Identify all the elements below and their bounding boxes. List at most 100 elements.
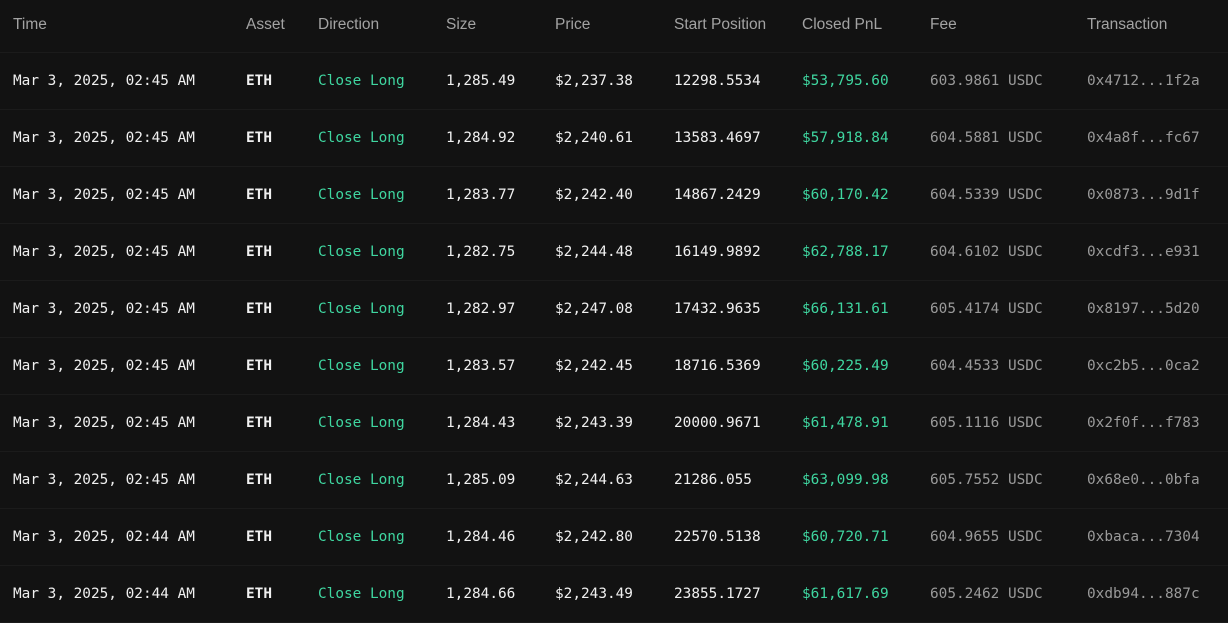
transaction-link[interactable]: 0x8197...5d20 <box>1087 301 1200 317</box>
cell-closed-pnl: $57,918.84 <box>802 130 889 146</box>
transaction-link[interactable]: 0x4712...1f2a <box>1087 73 1200 89</box>
cell-price: $2,242.80 <box>555 529 633 545</box>
cell-fee: 605.4174 USDC <box>930 301 1043 317</box>
cell-start-position: 16149.9892 <box>674 244 761 260</box>
cell-direction: Close Long <box>318 73 405 89</box>
transaction-link[interactable]: 0xcdf3...e931 <box>1087 244 1200 260</box>
cell-start-position: 12298.5534 <box>674 73 761 89</box>
cell-closed-pnl: $66,131.61 <box>802 301 889 317</box>
cell-fee: 605.2462 USDC <box>930 586 1043 602</box>
cell-size: 1,284.46 <box>446 529 516 545</box>
cell-asset: ETH <box>246 301 272 317</box>
table-row[interactable]: Mar 3, 2025, 02:45 AM ETH Close Long 1,282.… <box>0 224 1228 281</box>
header-asset[interactable]: Asset <box>246 15 285 33</box>
cell-direction: Close Long <box>318 301 405 317</box>
cell-size: 1,283.77 <box>446 187 516 203</box>
cell-closed-pnl: $60,225.49 <box>802 358 889 374</box>
cell-fee: 604.9655 USDC <box>930 529 1043 545</box>
cell-size: 1,284.92 <box>446 130 516 146</box>
cell-fee: 604.5339 USDC <box>930 187 1043 203</box>
cell-time: Mar 3, 2025, 02:45 AM <box>13 187 195 203</box>
cell-time: Mar 3, 2025, 02:45 AM <box>13 73 195 89</box>
cell-price: $2,242.45 <box>555 358 633 374</box>
table-row[interactable]: Mar 3, 2025, 02:45 AM ETH Close Long 1,284.… <box>0 110 1228 167</box>
table-row[interactable]: Mar 3, 2025, 02:44 AM ETH Close Long 1,284.… <box>0 509 1228 566</box>
cell-time: Mar 3, 2025, 02:45 AM <box>13 301 195 317</box>
cell-price: $2,240.61 <box>555 130 633 146</box>
table-row[interactable]: Mar 3, 2025, 02:45 AM ETH Close Long 1,282.… <box>0 281 1228 338</box>
transaction-link[interactable]: 0x2f0f...f783 <box>1087 415 1200 431</box>
cell-size: 1,282.97 <box>446 301 516 317</box>
cell-price: $2,247.08 <box>555 301 633 317</box>
cell-time: Mar 3, 2025, 02:45 AM <box>13 358 195 374</box>
cell-direction: Close Long <box>318 130 405 146</box>
transaction-link[interactable]: 0x4a8f...fc67 <box>1087 130 1200 146</box>
cell-closed-pnl: $63,099.98 <box>802 472 889 488</box>
cell-asset: ETH <box>246 244 272 260</box>
cell-asset: ETH <box>246 73 272 89</box>
transaction-link[interactable]: 0x0873...9d1f <box>1087 187 1200 203</box>
cell-price: $2,237.38 <box>555 73 633 89</box>
cell-start-position: 22570.5138 <box>674 529 761 545</box>
cell-closed-pnl: $61,617.69 <box>802 586 889 602</box>
header-time[interactable]: Time <box>13 15 47 33</box>
table-row[interactable]: Mar 3, 2025, 02:44 AM ETH Close Long 1,284.… <box>0 566 1228 623</box>
header-closed-pnl[interactable]: Closed PnL <box>802 15 883 33</box>
header-direction[interactable]: Direction <box>318 15 380 33</box>
cell-price: $2,244.63 <box>555 472 633 488</box>
transaction-link[interactable]: 0x68e0...0bfa <box>1087 472 1200 488</box>
header-size[interactable]: Size <box>446 15 477 33</box>
cell-start-position: 17432.9635 <box>674 301 761 317</box>
transaction-link[interactable]: 0xbaca...7304 <box>1087 529 1200 545</box>
cell-fee: 605.7552 USDC <box>930 472 1043 488</box>
cell-direction: Close Long <box>318 586 405 602</box>
cell-direction: Close Long <box>318 529 405 545</box>
header-start-position[interactable]: Start Position <box>674 15 767 33</box>
cell-time: Mar 3, 2025, 02:45 AM <box>13 130 195 146</box>
cell-closed-pnl: $60,720.71 <box>802 529 889 545</box>
cell-size: 1,285.09 <box>446 472 516 488</box>
cell-start-position: 13583.4697 <box>674 130 761 146</box>
cell-closed-pnl: $61,478.91 <box>802 415 889 431</box>
cell-price: $2,243.39 <box>555 415 633 431</box>
cell-price: $2,243.49 <box>555 586 633 602</box>
table-row[interactable]: Mar 3, 2025, 02:45 AM ETH Close Long 1,284.… <box>0 395 1228 452</box>
cell-time: Mar 3, 2025, 02:45 AM <box>13 415 195 431</box>
cell-asset: ETH <box>246 187 272 203</box>
cell-time: Mar 3, 2025, 02:45 AM <box>13 244 195 260</box>
cell-start-position: 14867.2429 <box>674 187 761 203</box>
cell-size: 1,282.75 <box>446 244 516 260</box>
table-header: Time Asset Direction Size Price Start Po… <box>0 0 1228 53</box>
cell-start-position: 18716.5369 <box>674 358 761 374</box>
cell-time: Mar 3, 2025, 02:44 AM <box>13 529 195 545</box>
table-row[interactable]: Mar 3, 2025, 02:45 AM ETH Close Long 1,283.… <box>0 167 1228 224</box>
header-transaction[interactable]: Transaction <box>1087 15 1168 33</box>
cell-asset: ETH <box>246 130 272 146</box>
cell-fee: 604.6102 USDC <box>930 244 1043 260</box>
cell-closed-pnl: $60,170.42 <box>802 187 889 203</box>
cell-start-position: 23855.1727 <box>674 586 761 602</box>
cell-time: Mar 3, 2025, 02:45 AM <box>13 472 195 488</box>
cell-fee: 603.9861 USDC <box>930 73 1043 89</box>
transaction-link[interactable]: 0xdb94...887c <box>1087 586 1200 602</box>
cell-direction: Close Long <box>318 244 405 260</box>
header-fee[interactable]: Fee <box>930 15 957 33</box>
cell-size: 1,283.57 <box>446 358 516 374</box>
cell-asset: ETH <box>246 415 272 431</box>
cell-asset: ETH <box>246 472 272 488</box>
transaction-link[interactable]: 0xc2b5...0ca2 <box>1087 358 1200 374</box>
cell-fee: 605.1116 USDC <box>930 415 1043 431</box>
cell-closed-pnl: $53,795.60 <box>802 73 889 89</box>
cell-time: Mar 3, 2025, 02:44 AM <box>13 586 195 602</box>
cell-size: 1,284.43 <box>446 415 516 431</box>
table-row[interactable]: Mar 3, 2025, 02:45 AM ETH Close Long 1,285.… <box>0 452 1228 509</box>
cell-closed-pnl: $62,788.17 <box>802 244 889 260</box>
table-row[interactable]: Mar 3, 2025, 02:45 AM ETH Close Long 1,283.… <box>0 338 1228 395</box>
cell-direction: Close Long <box>318 187 405 203</box>
cell-start-position: 21286.055 <box>674 472 752 488</box>
cell-start-position: 20000.9671 <box>674 415 761 431</box>
cell-price: $2,242.40 <box>555 187 633 203</box>
header-price[interactable]: Price <box>555 15 591 33</box>
cell-asset: ETH <box>246 358 272 374</box>
table-row[interactable]: Mar 3, 2025, 02:45 AM ETH Close Long 1,285.… <box>0 53 1228 110</box>
